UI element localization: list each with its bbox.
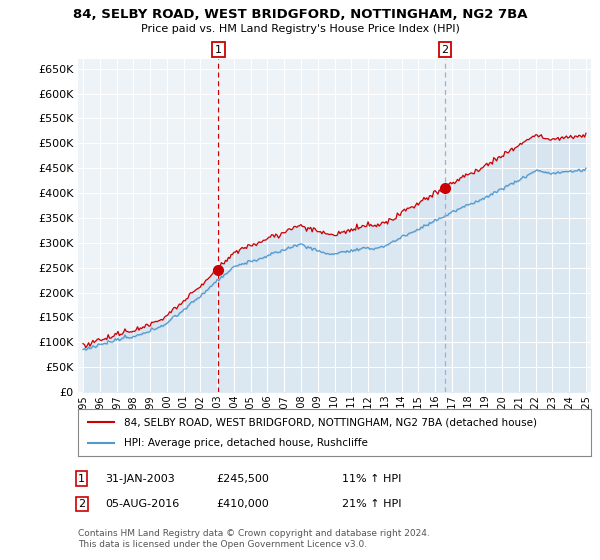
Text: 21% ↑ HPI: 21% ↑ HPI [342, 499, 401, 509]
Text: £410,000: £410,000 [216, 499, 269, 509]
Text: £245,500: £245,500 [216, 474, 269, 484]
Text: 11% ↑ HPI: 11% ↑ HPI [342, 474, 401, 484]
Text: 1: 1 [215, 45, 222, 55]
Text: 31-JAN-2003: 31-JAN-2003 [105, 474, 175, 484]
Text: HPI: Average price, detached house, Rushcliffe: HPI: Average price, detached house, Rush… [124, 438, 368, 448]
Text: 1: 1 [78, 474, 85, 484]
Text: 2: 2 [78, 499, 85, 509]
Text: 84, SELBY ROAD, WEST BRIDGFORD, NOTTINGHAM, NG2 7BA: 84, SELBY ROAD, WEST BRIDGFORD, NOTTINGH… [73, 8, 527, 21]
Text: 84, SELBY ROAD, WEST BRIDGFORD, NOTTINGHAM, NG2 7BA (detached house): 84, SELBY ROAD, WEST BRIDGFORD, NOTTINGH… [124, 417, 537, 427]
Text: Price paid vs. HM Land Registry's House Price Index (HPI): Price paid vs. HM Land Registry's House … [140, 24, 460, 34]
Text: 2: 2 [442, 45, 449, 55]
Text: 05-AUG-2016: 05-AUG-2016 [105, 499, 179, 509]
Text: Contains HM Land Registry data © Crown copyright and database right 2024.
This d: Contains HM Land Registry data © Crown c… [78, 529, 430, 549]
